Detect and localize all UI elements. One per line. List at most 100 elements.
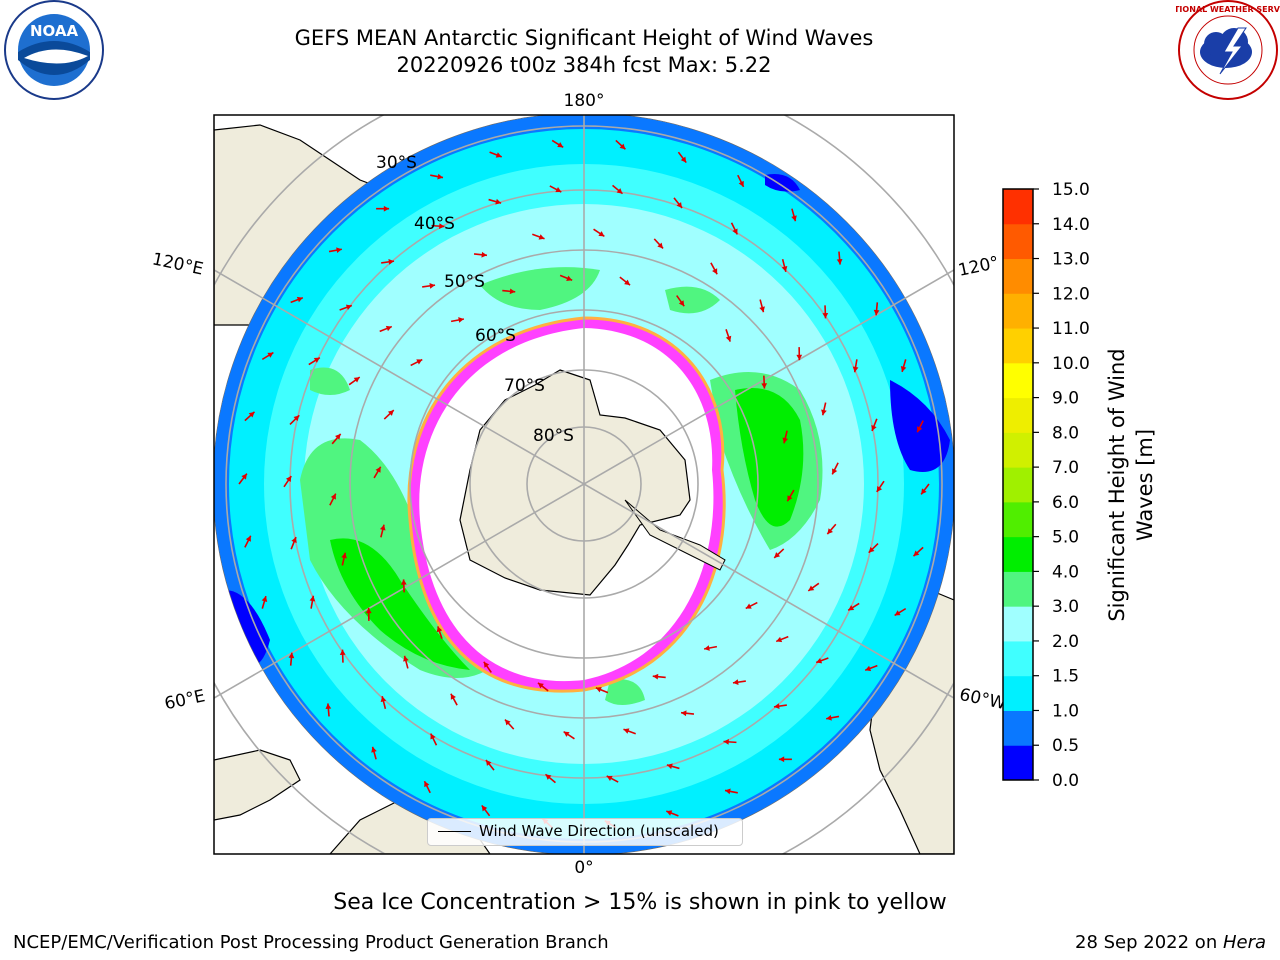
colorbar-segment [1003,362,1033,399]
wave-direction-arrowhead [598,231,605,237]
wave-direction-arrowhead [822,313,829,319]
wave-direction-arrowhead [450,693,456,700]
wave-direction-arrowhead [725,335,732,342]
graticule [214,115,954,854]
colorbar-tick-label: 9.0 [1052,389,1079,409]
wave-direction-arrowhead [495,152,502,158]
wave-direction-arrowhead [309,595,316,602]
nws-logo: NATIONAL WEATHER SERVICE [1176,0,1280,100]
colorbar-frame [1002,188,1034,781]
meridian-label-right-lower: 60°W [958,685,1008,714]
wave-direction-arrowhead [261,596,268,602]
wave-direction-arrowhead [509,288,516,295]
nws-logo-text: NATIONAL WEATHER SERVICE [1176,5,1280,14]
colorbar-tick-label: 10.0 [1052,354,1090,374]
wave-direction-arrowhead [353,377,360,383]
wave-direction-arrowhead [732,228,738,235]
wave-direction-arrowhead [761,383,768,389]
wave-direction-arrowhead [832,468,838,475]
colorbar-tick-label: 0.0 [1052,771,1079,791]
wave-direction-arrowhead [624,279,631,286]
wave-direction-arrowhead [245,535,251,542]
wave-direction-arrowhead [725,788,731,795]
lat-label-50s: 50°S [444,272,485,292]
map-area [214,115,954,854]
wave-direction-arrowhead [848,605,855,611]
wave-direction-arrowhead [652,673,659,680]
colorbar-segment [1003,432,1033,468]
wave-direction-arrowhead [387,410,394,416]
wave-direction-arrowhead [796,354,803,361]
wave-direction-arrowhead [557,142,564,148]
colorbar-segment [1003,745,1033,781]
colorbar-tick-label: 1.5 [1052,667,1079,687]
wave-direction-arrowhead [483,661,490,668]
wave-direction-arrowhead [704,645,710,651]
wave-direction-arrowhead [537,682,544,689]
lat-label-30s: 30°S [376,153,417,173]
wave-direction-arrowhead [248,411,255,418]
wave-direction-arrowhead [773,703,780,709]
colorbar-tick-label: 6.0 [1052,493,1079,513]
wave-direction-arrowhead [821,409,827,416]
wind-wave-arrows [238,139,930,829]
wave-direction-arrowhead [826,714,832,721]
wave-direction-arrowhead [745,603,752,609]
wave-direction-arrowhead [676,202,683,209]
meridian-label-right-upper: 120° [957,253,1001,281]
wave-direction-arrowhead [429,283,436,289]
wave-direction-arrowhead [375,466,381,473]
wave-direction-arrowhead [623,728,630,734]
meridian-label-bottom: 0° [574,858,593,878]
colorbar-label-line2: Waves [m] [1133,429,1157,541]
wave-direction-arrowhead [416,359,423,365]
wave-direction-arrowhead [380,696,387,703]
noaa-logo-text: NOAA [30,22,79,40]
wave-direction-arrowhead [680,156,687,163]
wave-direction-arrowhead [436,626,443,633]
wave-direction-arrowhead [335,433,341,440]
wave-direction-arrowhead [371,746,377,753]
colorbar-segment [1003,710,1033,746]
wave-direction-arrowhead [836,259,843,265]
wave-direction-arrowhead [504,719,511,726]
wave-direction-arrowhead [267,352,274,358]
wave-direction-arrowhead [871,424,877,431]
chart-subtitle: 20220926 t00z 384h fcst Max: 5.22 [396,53,772,77]
wave-direction-arrowhead [681,710,687,717]
colorbar-tick-label: 8.0 [1052,423,1079,443]
wave-direction-arrowhead [917,426,923,433]
wave-direction-arrowhead [241,473,247,480]
meridian-label-top: 180° [564,91,605,111]
wave-direction-arrowhead [778,756,785,763]
wave-direction-arrowhead [439,223,445,230]
wave-direction-arrowhead [876,485,883,492]
wave-direction-arrowhead [782,437,789,444]
wave-direction-arrowhead [865,665,872,672]
wave-direction-arrowhead [787,495,793,502]
colorbar-segment [1003,571,1033,607]
colorbar-tick-label: 11.0 [1052,319,1090,339]
footer-date: 28 Sep 2022 on [1075,932,1223,953]
wave-direction-arrowhead [781,265,788,272]
wave-direction-arrowhead [868,546,875,553]
colorbar-segment [1003,640,1033,677]
wave-direction-arrowhead [485,759,492,766]
footer-right: 28 Sep 2022 on Hera [1075,932,1266,953]
legend-line-sample [438,831,471,832]
wave-direction-arrowhead [723,738,729,745]
colorbar-tick-label: 0.5 [1052,736,1079,756]
colorbar-tick-label: 2.0 [1052,632,1079,652]
wave-direction-arrowhead [816,658,823,664]
colorbar-tick-label: 15.0 [1052,180,1090,200]
wave-direction-arrowhead [678,300,685,307]
lat-label-40s: 40°S [414,214,455,234]
wave-direction-arrowhead [900,366,907,372]
wave-direction-arrowhead [345,304,352,310]
colorbar-segment [1003,675,1033,711]
footer-left: NCEP/EMC/Verification Post Processing Pr… [13,932,609,953]
wave-direction-arrowhead [712,268,718,275]
colorbar-segment [1003,258,1033,294]
wave-direction-arrowhead [341,552,347,559]
